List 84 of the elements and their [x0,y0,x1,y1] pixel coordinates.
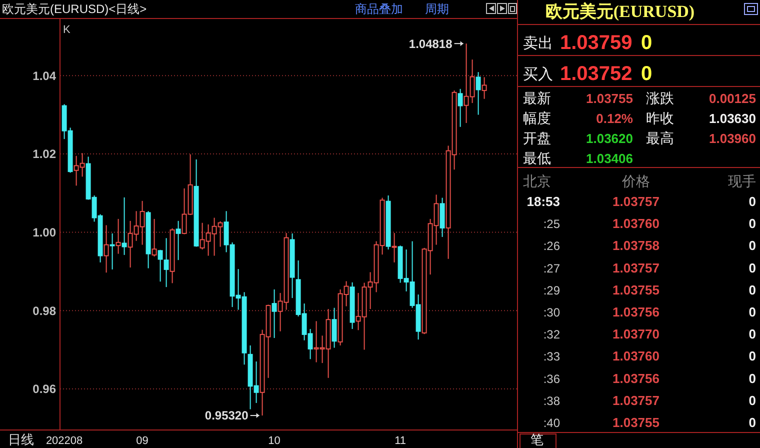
text: 0 [641,63,652,85]
text: :33 [543,350,560,364]
text: 1.03406 [586,151,633,166]
annotation: K [63,24,71,36]
text: 0 [748,415,756,430]
candlestick [392,232,397,263]
text: 1.03756 [612,304,660,320]
text: 0 [641,32,652,54]
candlestick [332,307,337,348]
text: 北京 [523,173,551,189]
candlestick [482,76,487,100]
text: 现手 [728,173,756,189]
candlestick [476,72,481,116]
text: 1.03759 [560,32,632,54]
y-tick-label: 0.98 [32,304,56,318]
text: 1.03630 [709,111,756,126]
chart-title: 欧元美元(EURUSD)<日线> [2,2,147,16]
text: 商品叠加 [355,2,403,16]
text: :27 [543,261,560,276]
x-tick-label: 09 [136,435,148,447]
text: 最低 [523,150,551,166]
text: 0 [748,238,756,254]
x-tick-label: 11 [394,435,406,447]
text: 笔 [530,432,544,447]
text: :30 [543,306,560,320]
candlestick [116,218,121,254]
candlestick [122,196,127,256]
y-tick-label: 1.00 [32,225,56,240]
text: 0 [748,194,756,209]
text: 0 [748,282,756,298]
text: 1.03760 [612,348,660,364]
text: 价格 [621,173,650,189]
text: 18:53 [526,194,560,209]
text: 0 [748,216,756,232]
text: 0.12% [596,111,634,126]
text: 1.03755 [586,91,633,106]
text: 欧元美元(EURUSD) [545,2,695,21]
text: 幅度 [523,110,551,126]
text: 1.03756 [612,370,660,386]
text: 昨收 [646,110,674,126]
text: :29 [543,283,560,298]
text: 1.03757 [612,194,660,209]
text: 卖出 [523,35,553,52]
text: :25 [543,217,560,232]
candlestick [272,288,277,338]
candlestick [104,224,109,274]
y-tick-label: 0.96 [32,382,56,396]
y-tick-label: 1.02 [32,147,56,162]
x-tick-label: 10 [268,435,280,447]
text: :26 [543,239,560,254]
text: 0 [748,392,756,408]
text: 1.03755 [612,282,660,298]
text: 涨跌 [646,90,674,106]
text: 买入 [523,66,553,83]
x-tick-label: 202208 [46,435,83,447]
text: :32 [543,328,560,342]
text: 1.03770 [612,326,660,342]
text: :40 [543,416,560,430]
text: 0 [748,326,756,342]
text: 日线 [8,432,34,447]
text: :36 [543,372,560,386]
text: 1.03752 [560,63,632,85]
text: 0 [748,304,756,320]
candlestick [176,220,181,261]
text: 1.03757 [612,260,660,276]
text: 0 [748,348,756,364]
text: 0.00125 [709,91,756,106]
text: 最高 [646,130,674,146]
text: 1.03755 [612,415,660,430]
text: 最新 [523,90,551,106]
candlestick [110,232,115,270]
text: 0 [748,370,756,386]
text: 1.03757 [612,392,660,408]
annotation: 1.04818 [408,36,453,51]
text: 1.03620 [586,131,633,146]
text: 0 [748,260,756,276]
text: 1.03760 [612,216,660,232]
text: 开盘 [523,130,551,146]
y-tick-label: 1.04 [32,68,56,83]
text: 1.03960 [709,131,756,146]
text: 1.03758 [612,238,660,254]
text: :38 [543,394,560,408]
annotation: 0.95320 [204,408,249,423]
text: 周期 [425,2,449,16]
